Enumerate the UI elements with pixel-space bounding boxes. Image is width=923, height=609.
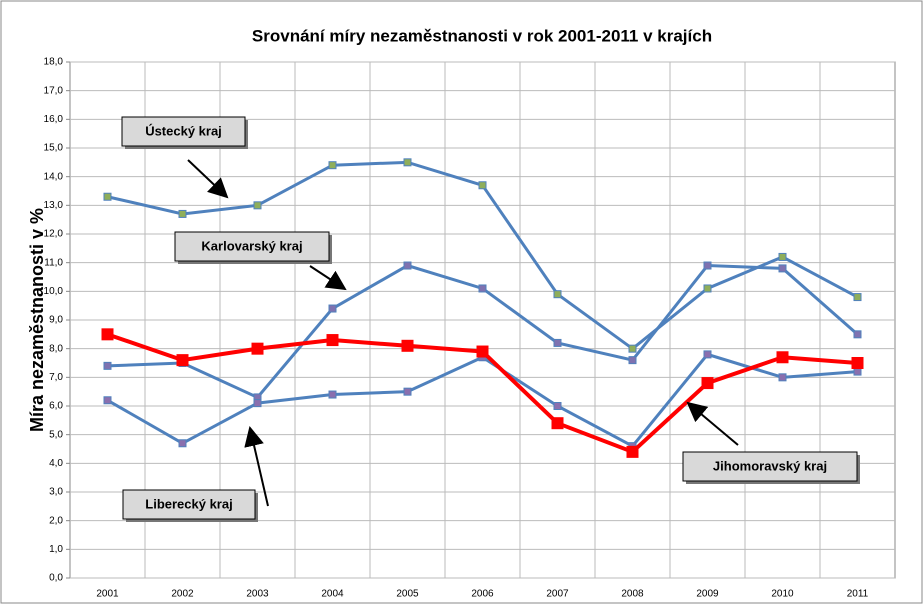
marker: [478, 284, 487, 293]
marker: [101, 328, 114, 341]
annotation-arrow: [309, 265, 347, 291]
marker: [253, 201, 262, 210]
y-tick-label: 12,0: [44, 229, 64, 240]
marker: [403, 158, 412, 167]
x-tick-label: 2004: [321, 589, 344, 600]
marker: [553, 290, 562, 299]
marker: [703, 284, 712, 293]
y-tick-label: 1,0: [49, 544, 63, 555]
annotation-label: Liberecký kraj: [145, 496, 232, 511]
x-tick-label: 2005: [396, 589, 419, 600]
x-tick-label: 2006: [471, 589, 494, 600]
marker: [253, 399, 262, 408]
y-tick-label: 15,0: [44, 143, 64, 154]
y-tick-label: 10,0: [44, 286, 64, 297]
marker: [778, 264, 787, 273]
marker: [103, 192, 112, 201]
marker: [403, 261, 412, 270]
marker: [176, 354, 189, 367]
marker: [778, 252, 787, 261]
annotation-arrow: [187, 159, 229, 199]
marker: [401, 339, 414, 352]
x-tick-label: 2002: [171, 589, 194, 600]
x-tick-label: 2011: [847, 589, 869, 600]
marker: [853, 367, 862, 376]
marker: [553, 402, 562, 410]
x-tick-label: 2008: [621, 589, 644, 600]
x-tick-label: 2007: [546, 589, 569, 600]
marker: [628, 344, 637, 353]
marker: [853, 293, 862, 302]
x-tick-label: 2010: [771, 589, 794, 600]
marker: [403, 387, 412, 396]
y-tick-label: 2,0: [49, 515, 63, 526]
y-tick-label: 14,0: [44, 171, 64, 182]
annotation-box: [682, 451, 858, 482]
annotation-box: [174, 231, 330, 262]
annotation-box: [122, 489, 256, 520]
y-tick-label: 16,0: [44, 114, 64, 125]
marker: [851, 357, 864, 369]
marker: [328, 390, 337, 399]
y-tick-label: 11,0: [44, 257, 63, 268]
y-tick-label: 5,0: [49, 429, 63, 440]
y-axis-label: Míra nezaměstnanosti v %: [27, 208, 47, 432]
y-tick-label: 6,0: [49, 401, 63, 412]
annotation-label: Karlovarský kraj: [201, 238, 302, 253]
x-tick-label: 2009: [696, 589, 719, 600]
marker: [551, 417, 564, 430]
chart-title: Srovnání míry nezaměstnanosti v rok 2001…: [252, 26, 712, 45]
marker: [251, 342, 264, 355]
marker: [703, 261, 712, 270]
marker: [328, 304, 337, 313]
marker: [628, 356, 637, 365]
y-tick-label: 3,0: [49, 487, 63, 498]
marker: [478, 181, 487, 190]
y-tick-label: 0,0: [49, 573, 63, 584]
marker: [178, 439, 187, 448]
y-tick-label: 18,0: [44, 57, 64, 68]
marker: [703, 350, 712, 359]
marker: [103, 361, 112, 370]
y-tick-label: 17,0: [44, 85, 64, 96]
marker: [701, 377, 714, 390]
annotation-arrow: [686, 401, 739, 446]
annotation-box: [121, 116, 246, 147]
annotation-label: Jihomoravský kraj: [713, 458, 827, 473]
y-tick-label: 9,0: [49, 315, 63, 326]
y-tick-label: 7,0: [49, 372, 63, 383]
y-tick-label: 13,0: [44, 200, 64, 211]
y-tick-label: 4,0: [49, 458, 63, 469]
annotation-arrow: [244, 426, 269, 507]
marker: [776, 351, 789, 364]
marker: [853, 330, 862, 339]
marker: [626, 445, 639, 458]
marker: [103, 396, 112, 405]
marker: [778, 373, 787, 382]
marker: [326, 334, 339, 347]
marker: [476, 345, 489, 358]
marker: [553, 338, 562, 347]
annotation-label: Ústecký kraj: [145, 123, 222, 138]
marker: [178, 209, 187, 218]
y-tick-label: 8,0: [49, 343, 63, 354]
x-tick-label: 2003: [246, 589, 269, 600]
x-tick-label: 2001: [96, 589, 119, 600]
marker: [328, 161, 337, 170]
